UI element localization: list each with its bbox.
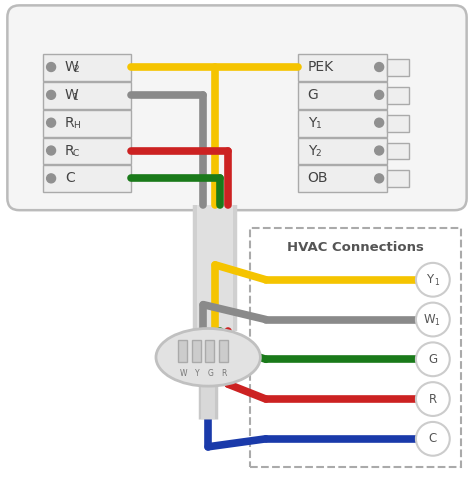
Text: Y: Y <box>426 273 433 286</box>
Bar <box>298 82 387 109</box>
Circle shape <box>416 342 450 376</box>
Circle shape <box>374 146 383 155</box>
Bar <box>43 54 131 81</box>
Bar <box>298 54 387 81</box>
Text: W: W <box>180 369 187 378</box>
Text: W: W <box>65 88 79 102</box>
Circle shape <box>46 91 55 99</box>
Bar <box>43 82 131 109</box>
Text: R: R <box>429 393 437 406</box>
Circle shape <box>374 174 383 183</box>
Text: 1: 1 <box>316 121 321 130</box>
Bar <box>250 228 461 467</box>
Bar <box>387 59 409 76</box>
Bar <box>298 110 387 137</box>
Text: C: C <box>65 171 75 185</box>
Text: R: R <box>65 116 74 130</box>
Bar <box>298 165 387 192</box>
Text: Y: Y <box>308 116 316 130</box>
Bar <box>387 87 409 104</box>
Text: C: C <box>428 433 437 445</box>
Ellipse shape <box>156 329 260 386</box>
Bar <box>192 341 201 362</box>
Circle shape <box>416 422 450 456</box>
Circle shape <box>46 174 55 183</box>
Text: W: W <box>65 60 79 74</box>
Text: C: C <box>73 149 79 158</box>
Text: PEK: PEK <box>308 60 334 74</box>
Bar <box>219 341 228 362</box>
FancyBboxPatch shape <box>8 5 466 210</box>
Text: Y: Y <box>195 369 200 378</box>
Bar <box>178 341 187 362</box>
Text: 2: 2 <box>316 149 321 158</box>
Bar <box>387 143 409 160</box>
Text: G: G <box>207 369 213 378</box>
Bar <box>43 137 131 164</box>
Bar <box>298 137 387 164</box>
Text: HVAC Connections: HVAC Connections <box>287 241 424 254</box>
Circle shape <box>46 63 55 71</box>
Circle shape <box>374 118 383 127</box>
Text: W: W <box>424 313 436 326</box>
Bar <box>387 115 409 132</box>
Circle shape <box>416 382 450 416</box>
Bar <box>205 341 214 362</box>
Bar <box>43 110 131 137</box>
Text: Y: Y <box>308 144 316 158</box>
Bar <box>43 165 131 192</box>
Text: OB: OB <box>308 171 328 185</box>
Circle shape <box>46 118 55 127</box>
Bar <box>387 171 409 187</box>
Circle shape <box>416 263 450 297</box>
Text: H: H <box>73 121 80 130</box>
Text: 1: 1 <box>435 278 439 287</box>
Text: 1: 1 <box>435 318 439 327</box>
Circle shape <box>374 91 383 99</box>
Text: 1: 1 <box>73 93 79 103</box>
Text: G: G <box>308 88 319 102</box>
Text: R: R <box>65 144 74 158</box>
Text: 2: 2 <box>73 66 79 75</box>
Circle shape <box>374 63 383 71</box>
Circle shape <box>416 303 450 336</box>
Circle shape <box>46 146 55 155</box>
Text: G: G <box>428 353 438 366</box>
Text: R: R <box>221 369 227 378</box>
